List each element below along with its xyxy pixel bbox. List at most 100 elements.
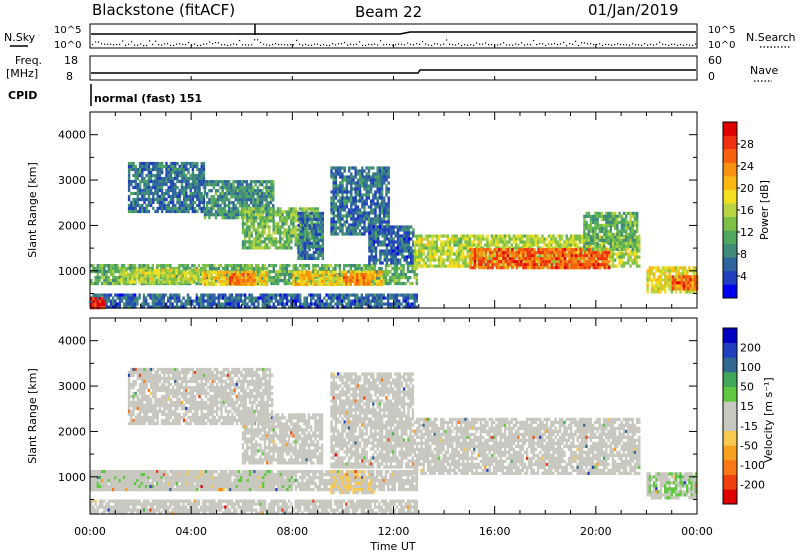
range-gate-cell (317, 214, 320, 218)
range-gate-cell (252, 299, 256, 303)
range-gate-cell (532, 240, 535, 244)
range-gate-cell (287, 243, 291, 247)
range-gate-cell (196, 188, 199, 193)
nsky-tick-top: 10^5 (54, 25, 81, 36)
range-gate-cell (424, 234, 428, 238)
range-gate-cell (200, 194, 203, 199)
range-gate-cell (255, 299, 258, 303)
range-gate-cell (532, 234, 535, 238)
range-gate-cell (334, 196, 338, 200)
range-gate-cell (435, 237, 439, 241)
nsearch-point (320, 44, 322, 46)
range-gate-cell (514, 243, 518, 247)
range-gate-cell (283, 305, 286, 309)
range-gate-cell (431, 240, 434, 244)
range-gate-cell (274, 305, 278, 309)
range-gate-cell (152, 200, 155, 205)
range-gate-cell (178, 282, 181, 286)
range-gate-cell (261, 273, 264, 277)
range-gate-cell (96, 276, 99, 280)
range-gate-cell (179, 277, 183, 281)
nsearch-point (632, 43, 634, 45)
radar-title: Blackstone (fitACF) (92, 1, 235, 19)
range-gate-cell (385, 255, 389, 259)
range-gate-cell (268, 237, 271, 241)
range-gate-cell (412, 234, 415, 238)
range-gate-cell (396, 258, 400, 262)
range-gate-cell (178, 173, 181, 178)
range-gate-cell (157, 271, 161, 275)
range-gate-cell (176, 197, 179, 202)
range-gate-cell (219, 273, 223, 277)
range-gate-cell (354, 267, 357, 271)
range-gate-cell (152, 164, 155, 169)
range-gate-cell (90, 303, 93, 307)
range-gate-cell (222, 305, 225, 309)
range-gate-cell (267, 180, 270, 184)
nsearch-point (164, 43, 166, 45)
nsearch-point (665, 44, 667, 46)
range-gate-cell (319, 244, 322, 248)
range-gate-cell (368, 228, 371, 232)
range-gate-cell (206, 270, 209, 274)
range-gate-cell (187, 194, 190, 199)
range-gate-cell (206, 293, 209, 297)
range-gate-cell (283, 216, 286, 220)
range-gate-cell (310, 293, 313, 297)
range-gate-cell (245, 186, 248, 190)
range-gate-cell (393, 276, 396, 280)
range-gate-cell (175, 302, 179, 306)
range-gate-cell (340, 276, 344, 280)
range-gate-cell (404, 302, 407, 306)
range-gate-cell (347, 178, 351, 182)
range-gate-cell (232, 207, 235, 211)
nsearch-point (131, 41, 133, 43)
range-gate-cell (195, 277, 198, 281)
range-gate-cell (305, 276, 308, 280)
range-gate-cell (182, 185, 186, 190)
range-gate-cell (164, 271, 167, 275)
range-gate-cell (127, 277, 130, 281)
range-gate-cell (363, 214, 366, 218)
range-gate-cell (371, 273, 374, 277)
range-gate-cell (219, 302, 223, 306)
range-gate-cell (385, 214, 388, 218)
range-gate-cell (210, 189, 213, 193)
nsearch-point (272, 43, 274, 45)
range-gate-cell (203, 180, 207, 184)
range-gate-cell (252, 237, 256, 241)
range-gate-cell (403, 240, 406, 244)
range-gate-cell (368, 237, 371, 241)
range-gate-cell (334, 223, 338, 227)
range-gate-cell (298, 276, 302, 280)
range-gate-cell (226, 273, 229, 277)
range-gate-cell (127, 296, 130, 300)
range-gate-cell (304, 211, 307, 215)
range-gate-cell (145, 209, 148, 214)
range-gate-cell (403, 249, 406, 253)
range-gate-cell (374, 211, 377, 215)
range-gate-cell (410, 255, 413, 259)
range-gate-cell (118, 296, 121, 300)
range-gate-cell (301, 279, 304, 283)
range-gate-cell (352, 229, 355, 233)
range-gate-cell (240, 273, 243, 277)
range-gate-cell (206, 302, 209, 306)
range-gate-cell (241, 207, 245, 211)
range-gate-cell (233, 282, 236, 286)
range-gate-cell (158, 299, 161, 303)
range-gate-cell (327, 264, 330, 268)
range-gate-cell (246, 228, 249, 232)
range-gate-cell (401, 243, 404, 247)
range-gate-cell (312, 238, 316, 242)
range-gate-cell (174, 182, 177, 187)
range-gate-cell (254, 228, 258, 232)
range-gate-cell (360, 305, 363, 309)
range-gate-cell (437, 258, 441, 262)
range-gate-cell (455, 237, 458, 241)
range-gate-cell (459, 249, 463, 253)
range-gate-cell (356, 264, 359, 268)
range-gate-cell (396, 243, 400, 247)
range-gate-cell (296, 228, 300, 232)
nsearch-point (635, 44, 637, 46)
